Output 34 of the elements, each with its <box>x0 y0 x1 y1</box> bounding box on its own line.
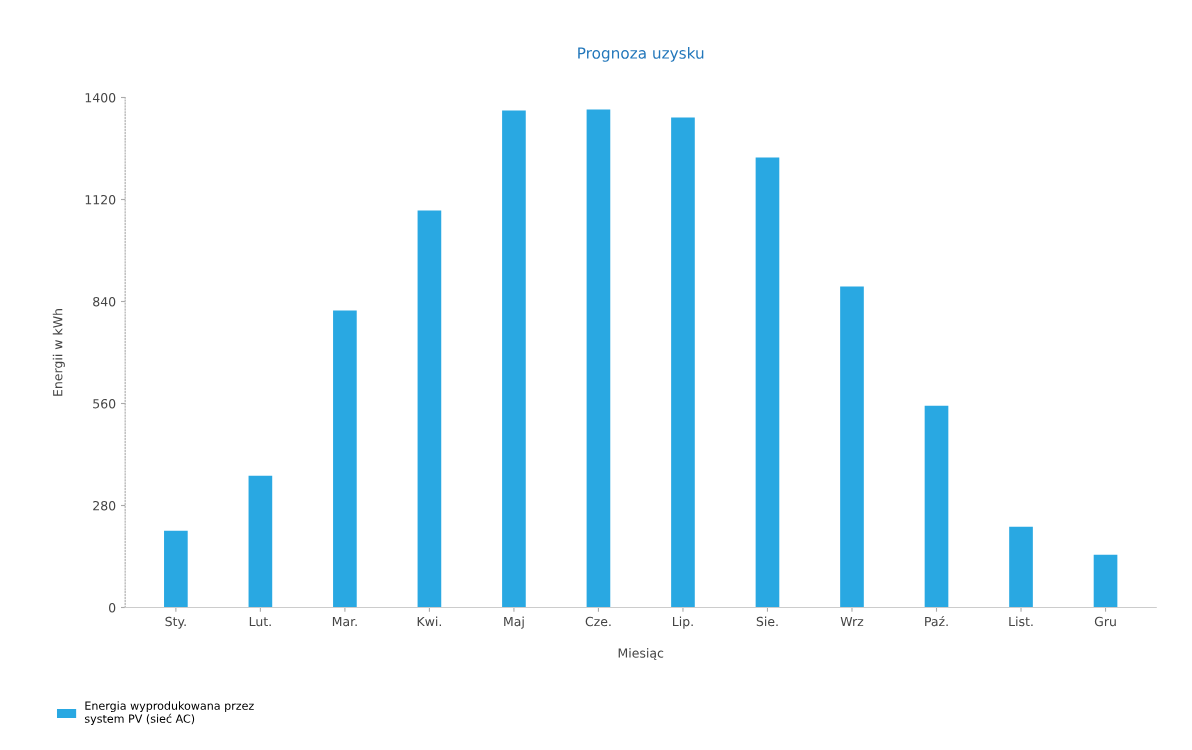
legend-label: Energia wyprodukowana przez system PV (sieć AC) <box>84 701 254 725</box>
y-tick-label: 280 <box>93 500 116 511</box>
bar <box>333 310 357 608</box>
x-tick-label: Wrz <box>840 616 864 627</box>
x-tick-label: Kwi. <box>417 616 441 627</box>
bar <box>924 405 949 608</box>
bar <box>502 110 526 608</box>
x-tick-label: Gru <box>1094 616 1116 627</box>
x-tick-label: Sty. <box>165 616 186 629</box>
y-tick-label: 560 <box>93 398 116 409</box>
x-tick-label: Maj <box>504 616 524 629</box>
x-tick-label: Sie. <box>756 616 778 627</box>
bar <box>671 117 695 608</box>
x-axis-title: Miesiąc <box>618 648 664 660</box>
bar <box>164 530 188 608</box>
y-axis-title: Energii w kWh <box>52 309 65 396</box>
y-tick-label: 0 <box>109 602 116 613</box>
bar <box>417 210 442 608</box>
y-tick-label: 1120 <box>85 194 116 205</box>
chart-title: Prognoza uzysku <box>578 47 704 62</box>
x-tick-label: Paź. <box>925 616 948 627</box>
bar <box>248 475 273 608</box>
bar <box>1093 554 1118 608</box>
x-tick-label: Lip. <box>673 616 693 629</box>
x-tick-label: Lut. <box>249 616 271 627</box>
x-tick-label: List. <box>1009 616 1033 627</box>
x-tick-label: Mar. <box>332 616 357 627</box>
bar <box>755 157 780 608</box>
y-tick-label: 1400 <box>85 92 116 103</box>
y-tick-label: 840 <box>93 296 116 307</box>
bar <box>840 286 864 608</box>
x-tick-label: Cze. <box>585 616 611 627</box>
bar <box>586 109 611 608</box>
bar <box>1009 526 1033 608</box>
